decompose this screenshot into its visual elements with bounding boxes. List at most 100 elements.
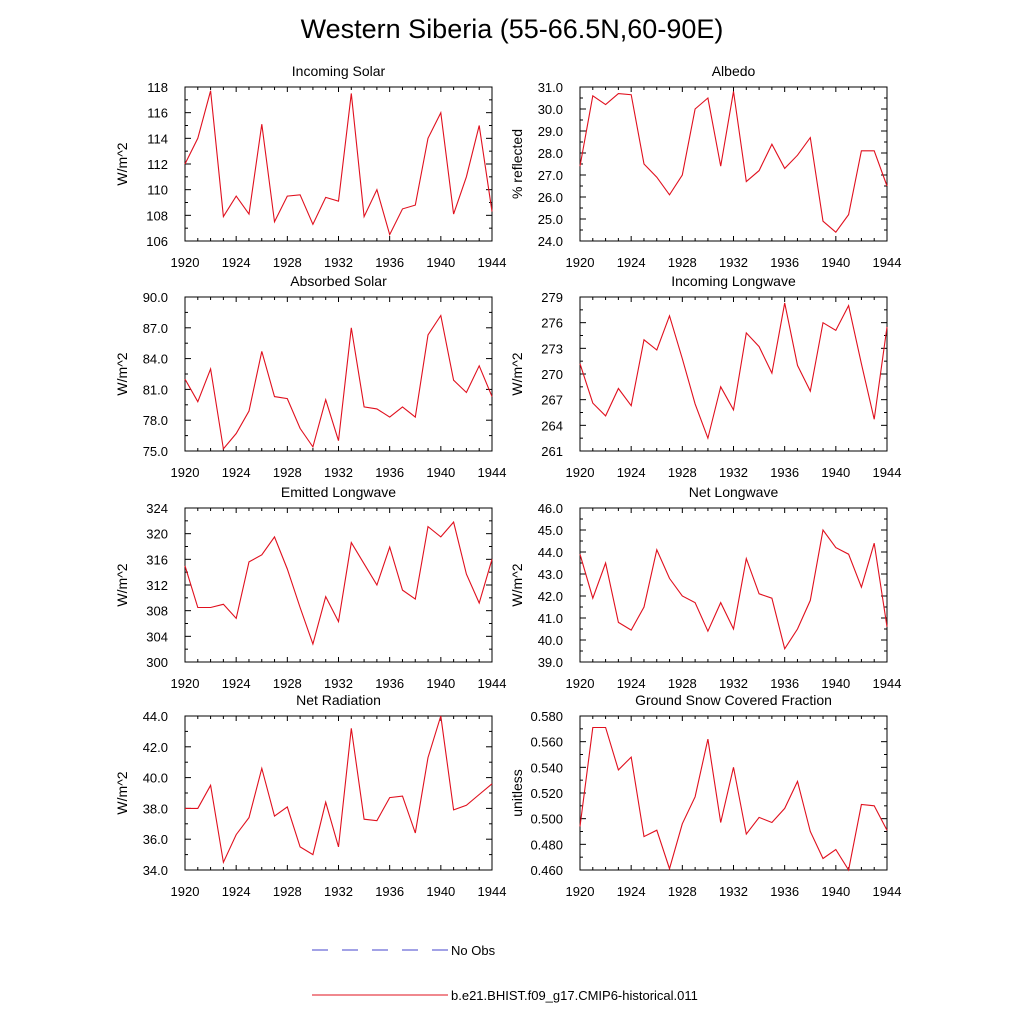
panel-3: Absorbed Solar W/m^2 1920 1924 1928 1932 1936 1…: [114, 273, 506, 480]
y-tick-label: 31.0: [538, 80, 563, 95]
y-tick-label: 39.0: [538, 655, 563, 670]
x-tick-label: 1944: [478, 255, 507, 270]
y-tick-label: 264: [541, 418, 563, 433]
x-tick-label: 1944: [873, 255, 902, 270]
x-tick-label: 1936: [375, 884, 404, 899]
y-tick-label: 270: [541, 367, 563, 382]
y-tick-label: 112: [147, 157, 168, 172]
panel-2: Albedo % reflected 1920 1924 1928 1932 1936 194…: [509, 63, 901, 270]
y-tick-label: 261: [541, 444, 563, 459]
x-tick-label: 1940: [426, 884, 455, 899]
series-line: [185, 715, 493, 865]
x-tick-label: 1940: [426, 465, 455, 480]
page-title: Western Siberia (55-66.5N,60-90E): [300, 14, 724, 44]
panel-5: Emitted Longwave W/m^2 1920 1924 1928 1932 193…: [114, 484, 506, 691]
y-tick-label: 300: [146, 655, 168, 670]
x-tick-label: 1936: [375, 255, 404, 270]
y-axis-label: W/m^2: [114, 142, 130, 185]
series-line: [184, 90, 493, 237]
y-tick-label: 27.0: [538, 168, 563, 183]
y-tick-label: 90.0: [143, 290, 168, 305]
x-tick-label: 1932: [719, 255, 748, 270]
y-tick-label: 267: [541, 393, 563, 408]
y-tick-label: 26.0: [538, 190, 563, 205]
x-tick-label: 1944: [478, 465, 507, 480]
x-tick-label: 1928: [273, 255, 302, 270]
x-tick-label: 1932: [324, 676, 353, 691]
x-tick-label: 1944: [478, 676, 507, 691]
y-axis-label: W/m^2: [114, 771, 130, 814]
x-tick-label: 1940: [821, 676, 850, 691]
x-tick-label: 1920: [171, 884, 200, 899]
x-tick-label: 1920: [171, 676, 200, 691]
y-tick-label: 75.0: [143, 444, 168, 459]
y-tick-label: 276: [541, 316, 563, 331]
y-tick-label: 0.520: [530, 786, 563, 801]
y-tick-label: 45.0: [538, 523, 563, 538]
x-tick-label: 1928: [668, 676, 697, 691]
x-tick-label: 1932: [719, 465, 748, 480]
x-tick-label: 1920: [566, 255, 595, 270]
plot-frame: [579, 715, 888, 871]
panel-title: Incoming Longwave: [671, 273, 796, 289]
y-tick-label: 108: [146, 208, 168, 223]
panel-title: Incoming Solar: [292, 63, 386, 79]
series-line: [579, 528, 888, 651]
x-tick-label: 1936: [375, 465, 404, 480]
x-tick-label: 1920: [566, 676, 595, 691]
y-tick-label: 273: [541, 341, 563, 356]
x-tick-label: 1928: [668, 884, 697, 899]
plot-frame: [579, 86, 888, 242]
y-tick-label: 324: [146, 501, 168, 516]
y-tick-label: 44.0: [538, 545, 563, 560]
series-line: [184, 520, 493, 646]
x-tick-label: 1924: [617, 676, 646, 691]
x-tick-label: 1940: [821, 255, 850, 270]
y-tick-label: 0.480: [530, 837, 563, 852]
y-tick-label: 0.500: [530, 812, 563, 827]
y-tick-label: 116: [147, 106, 168, 121]
y-tick-label: 40.0: [143, 771, 168, 786]
y-tick-label: 46.0: [538, 501, 563, 516]
x-tick-label: 1944: [873, 465, 902, 480]
x-tick-label: 1924: [222, 884, 251, 899]
x-tick-label: 1928: [273, 676, 302, 691]
x-tick-label: 1936: [770, 676, 799, 691]
panel-4: Incoming Longwave W/m^2 1920 1924 1928 1932 19…: [509, 273, 901, 480]
plot-frame: [579, 507, 888, 663]
x-tick-label: 1924: [222, 465, 251, 480]
y-tick-label: 43.0: [538, 567, 563, 582]
series-line: [579, 726, 888, 872]
x-tick-label: 1920: [566, 465, 595, 480]
chart-panels: Incoming Solar W/m^2 1920 1924 1928 1932 1936 1…: [114, 63, 901, 899]
x-tick-label: 1932: [719, 676, 748, 691]
y-axis-label: unitless: [509, 769, 525, 816]
y-tick-label: 25.0: [538, 212, 563, 227]
y-tick-label: 34.0: [143, 863, 168, 878]
y-tick-label: 304: [146, 629, 168, 644]
x-tick-label: 1924: [222, 676, 251, 691]
y-axis-label: W/m^2: [114, 563, 130, 606]
y-tick-label: 42.0: [143, 740, 168, 755]
y-tick-label: 40.0: [538, 633, 563, 648]
y-axis-label: W/m^2: [509, 352, 525, 395]
panel-1: Incoming Solar W/m^2 1920 1924 1928 1932 1936 1…: [114, 63, 506, 270]
x-tick-label: 1932: [719, 884, 748, 899]
y-tick-label: 36.0: [143, 832, 168, 847]
y-tick-label: 44.0: [143, 709, 168, 724]
x-tick-label: 1940: [426, 255, 455, 270]
y-tick-label: 84.0: [143, 352, 168, 367]
panel-8: Ground Snow Covered Fraction unitless 1920…: [509, 692, 901, 899]
x-tick-label: 1924: [617, 465, 646, 480]
y-tick-label: 0.460: [530, 863, 563, 878]
panel-title: Albedo: [712, 63, 756, 79]
y-tick-label: 320: [146, 527, 168, 542]
y-tick-label: 29.0: [538, 124, 563, 139]
y-tick-label: 110: [147, 183, 168, 198]
plot-frame: [184, 296, 493, 452]
x-tick-label: 1928: [668, 465, 697, 480]
panel-title: Ground Snow Covered Fraction: [635, 692, 832, 708]
panel-title: Absorbed Solar: [290, 273, 387, 289]
x-tick-label: 1932: [324, 255, 353, 270]
x-tick-label: 1932: [324, 884, 353, 899]
